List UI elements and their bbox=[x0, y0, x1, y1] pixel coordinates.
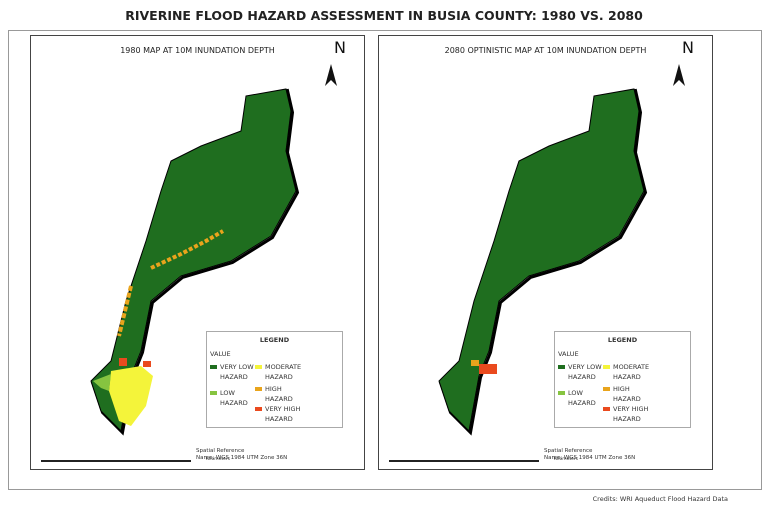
legend-swatch bbox=[603, 365, 610, 369]
legend-value-label: VALUE bbox=[210, 350, 231, 358]
page-title: RIVERINE FLOOD HAZARD ASSESSMENT IN BUSI… bbox=[125, 8, 643, 23]
legend-label: VERY HIGH HAZARD bbox=[265, 405, 301, 423]
legend-swatch bbox=[255, 407, 262, 411]
very-high-zone bbox=[143, 361, 151, 367]
map bbox=[389, 64, 685, 462]
legend-swatch bbox=[210, 391, 217, 395]
legend-value-label: VALUE bbox=[558, 350, 579, 358]
legend-swatch bbox=[255, 365, 262, 369]
legend-swatch bbox=[558, 391, 565, 395]
legend-title: LEGEND bbox=[259, 336, 290, 344]
legend-swatch bbox=[558, 365, 565, 369]
spatial-reference: Spatial Reference Name: WGS 1984 UTM Zone… bbox=[544, 448, 635, 462]
very-high-zone bbox=[119, 358, 127, 366]
legend-label: HIGH HAZARD bbox=[265, 385, 293, 403]
legend-swatch bbox=[255, 387, 262, 391]
sr-name: Name: WGS 1984 UTM Zone 36N bbox=[196, 455, 288, 461]
legend-title: LEGEND bbox=[607, 336, 638, 344]
sr-heading: Spatial Reference bbox=[196, 448, 245, 454]
north-arrow bbox=[325, 64, 337, 86]
north-label: N bbox=[334, 38, 346, 57]
map-panel: 1980 MAP AT 10M INUNDATION DEPTH N Kilomet… bbox=[30, 35, 365, 470]
map-panel: 2080 OPTINISTIC MAP AT 10M INUNDATION DE… bbox=[378, 35, 713, 470]
legend-label: MODERATE HAZARD bbox=[265, 363, 302, 381]
scale-unit: Kilometers bbox=[554, 457, 579, 462]
legend-label: VERY HIGH HAZARD bbox=[613, 405, 649, 423]
high-zone bbox=[471, 360, 479, 366]
moderate-zone bbox=[109, 366, 153, 426]
map bbox=[41, 64, 337, 462]
legend-swatch bbox=[210, 365, 217, 369]
credits: Credits: WRI Aqueduct Flood Hazard Data bbox=[592, 495, 728, 503]
legend-label: MODERATE HAZARD bbox=[613, 363, 650, 381]
legend-swatch bbox=[603, 387, 610, 391]
sr-heading: Spatial Reference bbox=[544, 448, 593, 454]
panel-title: 1980 MAP AT 10M INUNDATION DEPTH bbox=[120, 46, 275, 55]
legend-label: VERY LOW HAZARD bbox=[568, 363, 602, 381]
sr-name: Name: WGS 1984 UTM Zone 36N bbox=[544, 455, 636, 461]
legend-label: VERY LOW HAZARD bbox=[220, 363, 254, 381]
spatial-reference: Spatial Reference Name: WGS 1984 UTM Zone… bbox=[196, 448, 287, 462]
county bbox=[438, 88, 645, 433]
legend-label: LOW HAZARD bbox=[568, 389, 596, 407]
high-zone bbox=[117, 285, 133, 337]
legend: LEGEND VALUE VERY LOW HAZARD LOW HAZARD MODE… bbox=[206, 331, 343, 428]
legend-label: HIGH HAZARD bbox=[613, 385, 641, 403]
north-label: N bbox=[682, 38, 694, 57]
north-arrow bbox=[673, 64, 685, 86]
low-zone bbox=[93, 374, 111, 391]
frame bbox=[8, 30, 762, 490]
legend: LEGEND VALUE VERY LOW HAZARD LOW HAZARD MODE… bbox=[554, 331, 691, 428]
scale-unit: Kilometers bbox=[206, 457, 231, 462]
legend-swatch bbox=[603, 407, 610, 411]
legend-label: LOW HAZARD bbox=[220, 389, 248, 407]
panel-title: 2080 OPTINISTIC MAP AT 10M INUNDATION DE… bbox=[444, 46, 647, 55]
very-high-zone bbox=[479, 364, 497, 374]
